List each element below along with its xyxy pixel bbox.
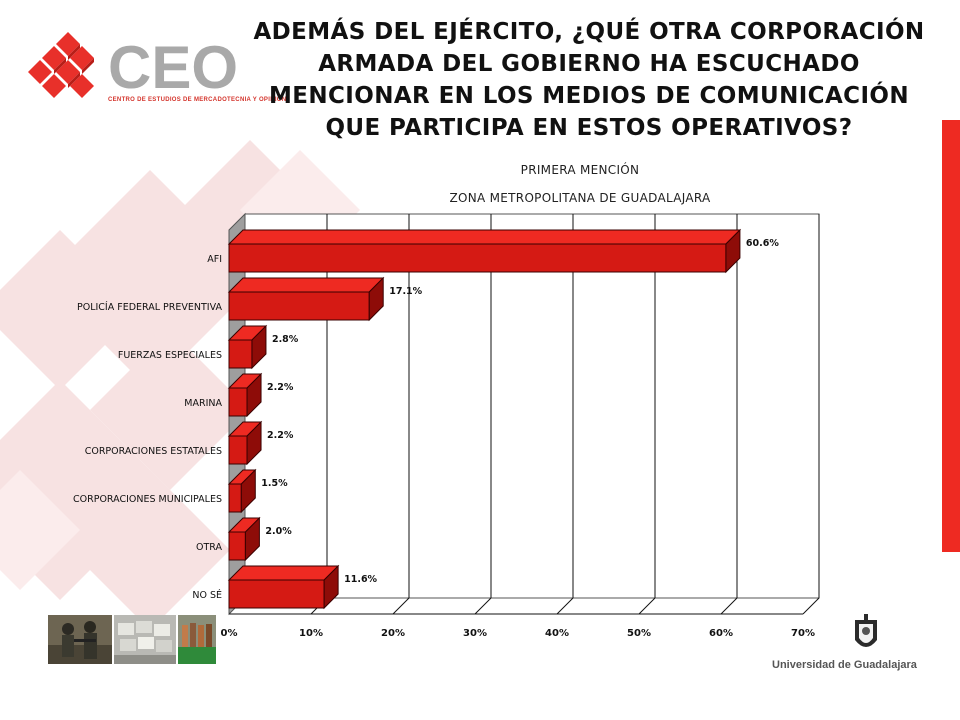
chart-subtitle-mention: PRIMERA MENCIÓN [520,163,640,177]
photo-strip [48,615,216,664]
bar-end [240,468,256,514]
gridline-floor [720,597,738,615]
data-label: 2.0% [265,526,292,537]
bar-top [227,277,385,293]
gridline-floor [802,597,820,615]
udg-shield-logo [855,614,877,647]
ceo-logo-text: CEO [108,34,238,101]
data-label: 11.6% [344,574,377,585]
bar [228,339,253,369]
bar-end [368,276,384,322]
bar-end [251,324,267,370]
bar-top [227,229,742,245]
x-tick-label: 70% [791,628,815,639]
title-line: QUE PARTICIPA EN ESTOS OPERATIVOS? [325,115,853,141]
ceo-logo: CEO [28,26,248,111]
bar-end [246,372,262,418]
x-tick-label: 50% [627,628,651,639]
x-tick-label: 60% [709,628,733,639]
title-line: ARMADA DEL GOBIERNO HA ESCUCHADO [318,51,860,77]
bar [228,387,248,417]
data-label: 2.8% [272,334,299,345]
x-tick-label: 40% [545,628,569,639]
category-label: AFI [207,254,222,265]
bar [228,483,242,513]
gridline-floor [556,597,574,615]
gridline-floor [392,597,410,615]
side-accent-bar [942,120,960,552]
detainees-photo [178,615,216,664]
bar-end [244,516,260,562]
category-label: NO SÉ [192,589,222,601]
data-label: 17.1% [389,286,422,297]
x-tick-label: 30% [463,628,487,639]
ceo-logo-mark: CEO [28,32,238,101]
data-label: 60.6% [746,238,779,249]
bar-end [323,564,339,610]
x-tick-label: 20% [381,628,405,639]
category-label: MARINA [184,398,222,409]
page-title: ADEMÁS DEL EJÉRCITO, ¿QUÉ OTRA CORPORACI… [228,16,950,144]
category-label: FUERZAS ESPECIALES [118,350,222,361]
bar [228,531,246,561]
chart-subtitle-zone: ZONA METROPOLITANA DE GUADALAJARA [449,191,711,205]
category-label: OTRA [196,542,222,553]
x-tick-label: 0% [221,628,238,639]
title-line: ADEMÁS DEL EJÉRCITO, ¿QUÉ OTRA CORPORACI… [253,19,925,45]
soldiers-photo [48,615,112,664]
bar-end [246,420,262,466]
category-label: POLICÍA FEDERAL PREVENTIVA [77,301,223,313]
university-name: Universidad de Guadalajara [772,659,917,671]
gridline-floor [474,597,492,615]
title-line: MENCIONAR EN LOS MEDIOS DE COMUNICACIÓN [268,83,910,109]
bar-top [227,565,340,581]
x-tick-label: 10% [299,628,323,639]
category-label: CORPORACIONES ESTATALES [85,446,222,457]
bar [228,243,727,273]
gridline-floor [638,597,656,615]
bar-end [725,228,741,274]
seized-packages-photo [114,615,176,664]
data-label: 2.2% [267,382,294,393]
bar [228,291,370,321]
category-label: CORPORACIONES MUNICIPALES [73,494,222,505]
data-label: 2.2% [267,430,294,441]
ceo-logo-tagline: CENTRO DE ESTUDIOS DE MERCADOTECNIA Y OP… [108,97,287,103]
bar [228,579,325,609]
bar [228,435,248,465]
data-label: 1.5% [261,478,288,489]
